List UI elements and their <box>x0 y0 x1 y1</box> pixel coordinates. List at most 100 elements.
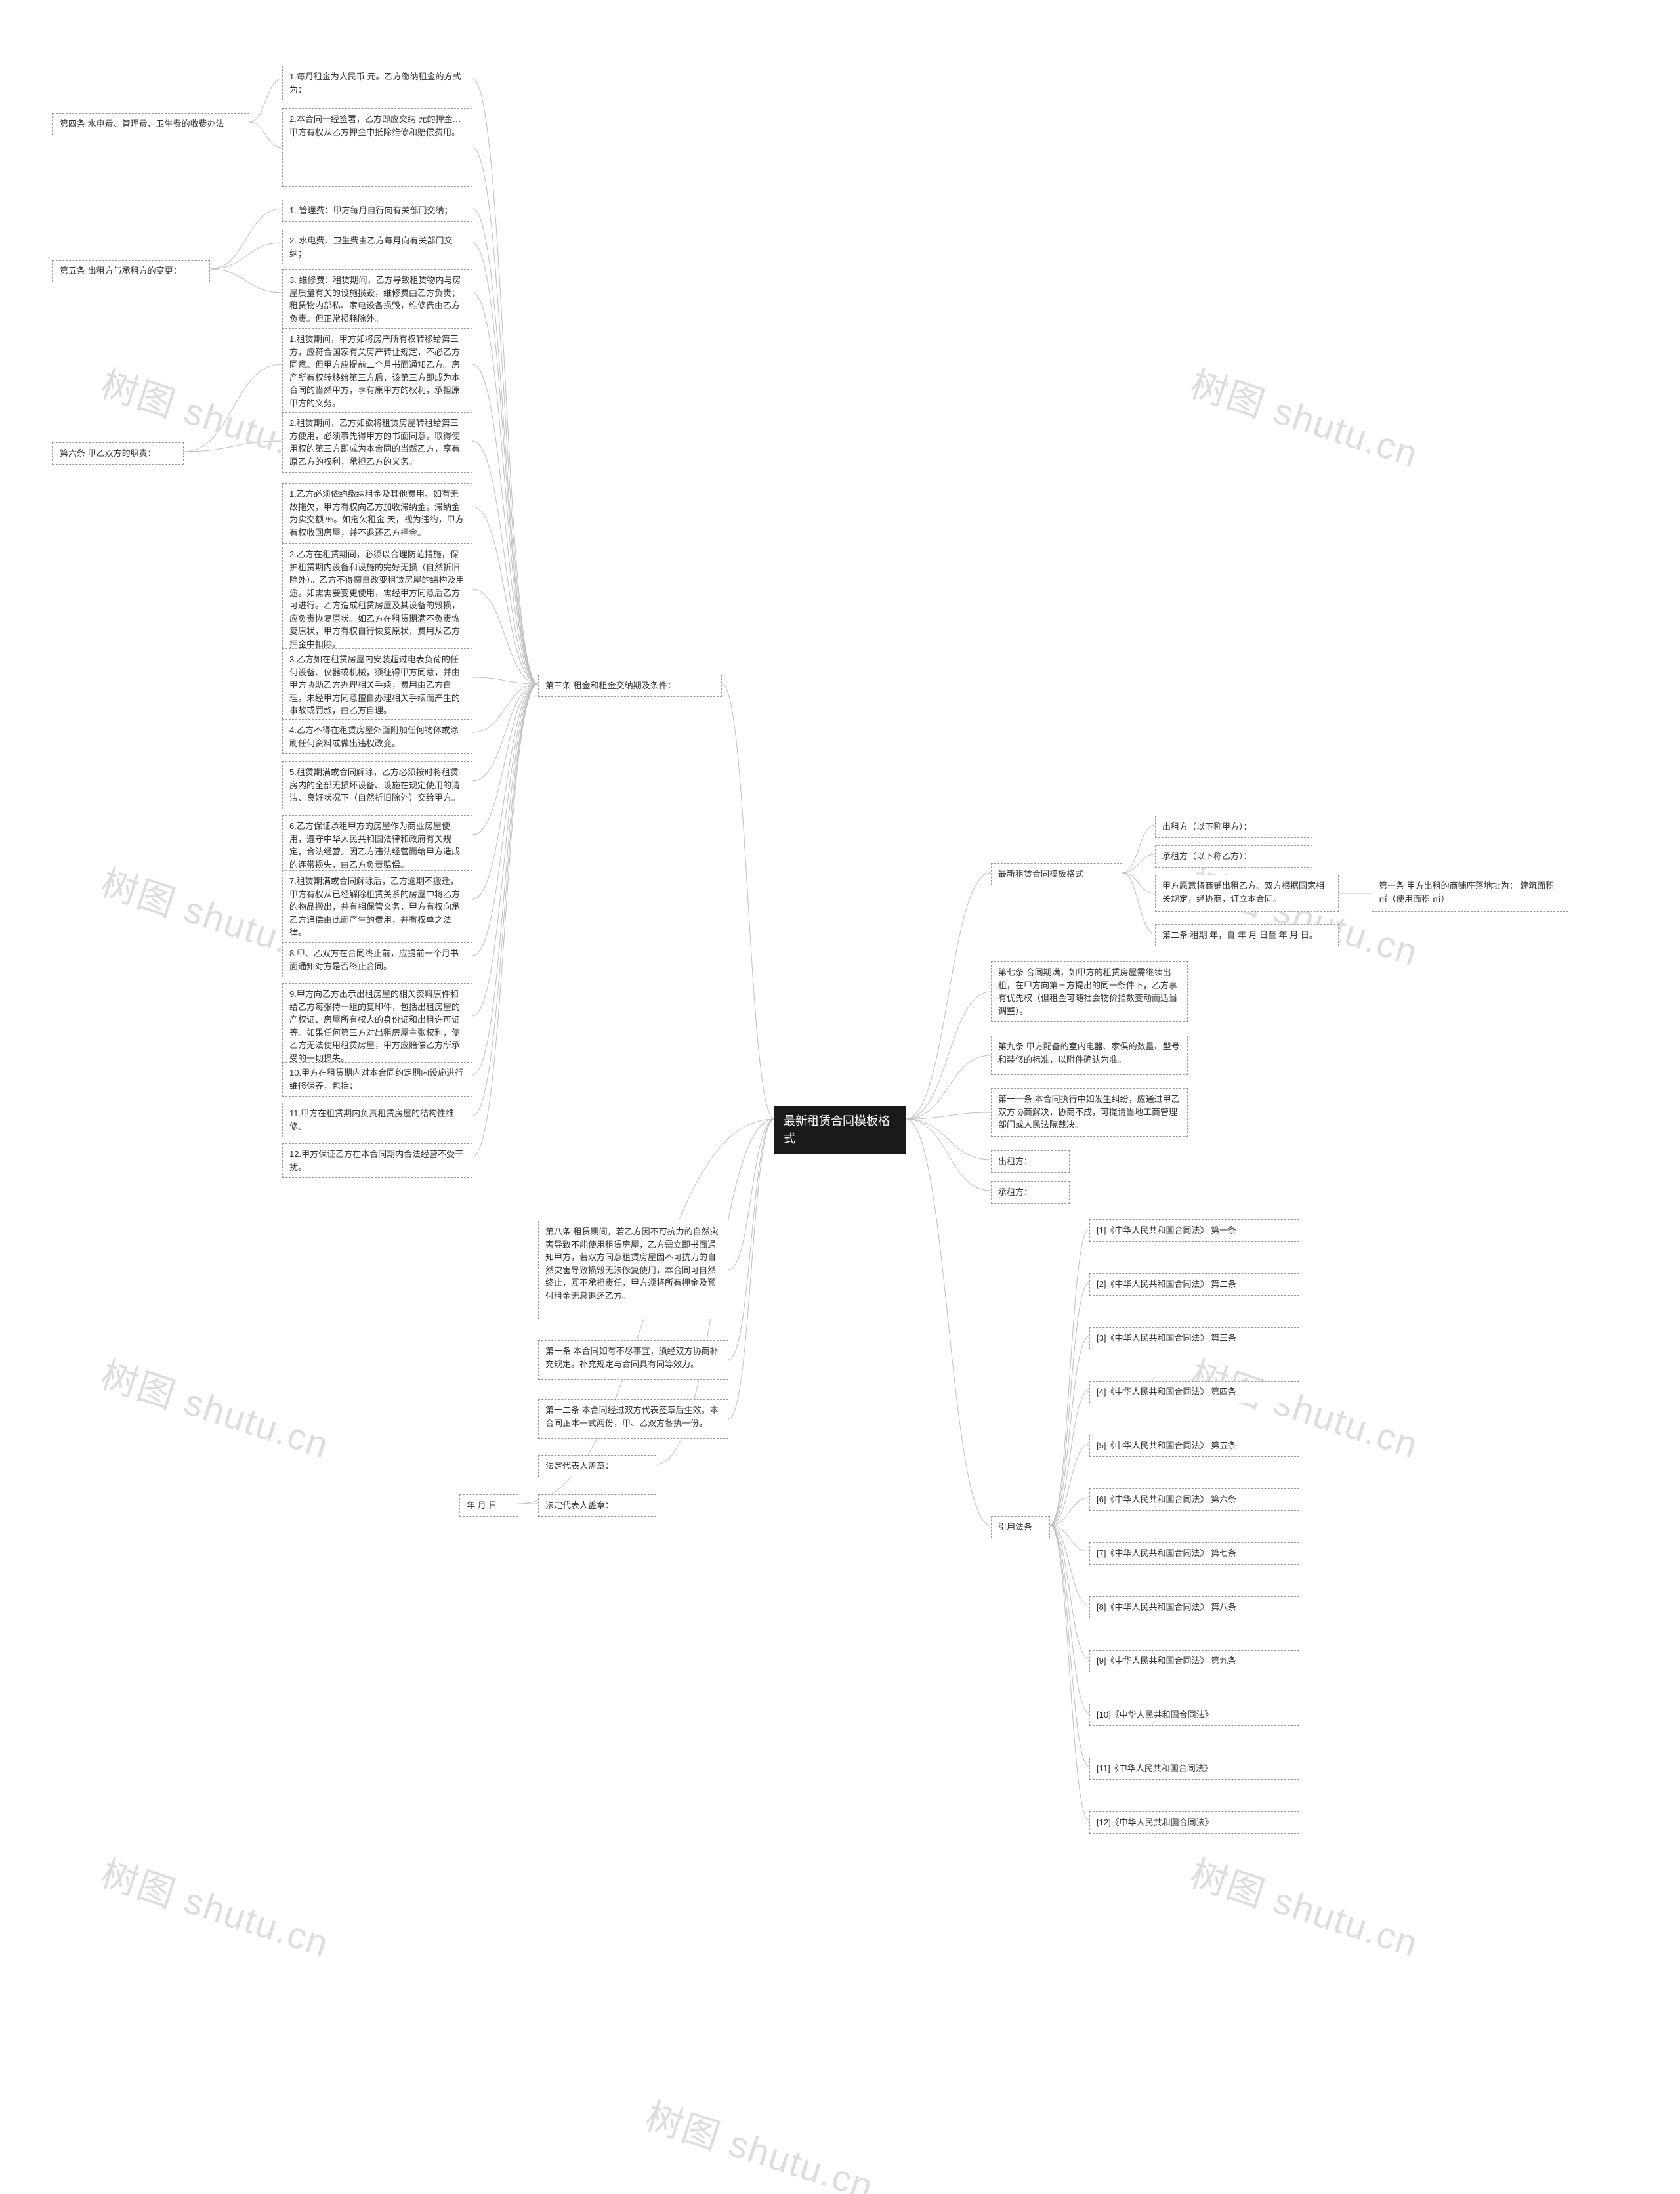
edge <box>722 684 774 1119</box>
mindmap-node: 1.每月租金为人民币 元。乙方缴纳租金的方式为： <box>282 66 472 100</box>
mindmap-node: 1.租赁期间，甲方如将房产所有权转移给第三方，应符合国家有关房产转让规定，不必乙… <box>282 328 472 414</box>
edge <box>1050 1525 1089 1551</box>
edge <box>1122 825 1155 873</box>
mindmap-node: 年 月 日 <box>459 1494 518 1517</box>
mindmap-node: 11.甲方在租赁期内负责租赁房屋的结构性维修。 <box>282 1103 472 1137</box>
mindmap-node: [5]《中华人民共和国合同法》 第五条 <box>1089 1435 1299 1457</box>
mindmap-node: 第十二条 本合同经过双方代表签章后生效。本合同正本一式两份，甲、乙双方各执一份。 <box>538 1399 728 1439</box>
mindmap-node: 5.租赁期满或合同解除，乙方必须按时将租赁房内的全部无损坏设备、设施在规定使用的… <box>282 761 472 809</box>
watermark: 树图 shutu.cn <box>1185 853 1427 977</box>
mindmap-node: 2.乙方在租赁期间，必须以合理防范措施，保护租赁期内设备和设施的完好无损（自然折… <box>282 543 472 655</box>
edge <box>472 684 538 1116</box>
mindmap-node: 第十一条 本合同执行中如发生纠纷，应通过甲乙双方协商解决，协商不成，可提请当地工… <box>991 1088 1188 1137</box>
mindmap-node: [10]《中华人民共和国合同法》 <box>1089 1704 1299 1726</box>
edge <box>1050 1336 1089 1525</box>
edge <box>1050 1229 1089 1525</box>
edge <box>906 873 991 1119</box>
mindmap-node: [8]《中华人民共和国合同法》 第八条 <box>1089 1596 1299 1618</box>
edge <box>210 243 282 269</box>
edge <box>906 1119 991 1191</box>
edge <box>1050 1282 1089 1525</box>
mindmap-node: 最新租赁合同模板格式 <box>991 863 1122 885</box>
edge <box>1050 1525 1089 1713</box>
edge <box>249 79 282 122</box>
edge <box>184 364 282 452</box>
mindmap-node: 第二条 租期 年，自 年 月 日至 年 月 日。 <box>1155 924 1339 946</box>
mindmap-node: 2. 水电费、卫生费由乙方每月向有关部门交纳； <box>282 230 472 264</box>
edge <box>472 684 538 1075</box>
mindmap-node: [4]《中华人民共和国合同法》 第四条 <box>1089 1381 1299 1403</box>
mindmap-node: 第五条 出租方与承租方的变更： <box>52 260 210 282</box>
mindmap-node: 出租方： <box>991 1150 1070 1173</box>
mindmap-node: [9]《中华人民共和国合同法》 第九条 <box>1089 1650 1299 1672</box>
mindmap-node: 承租方： <box>991 1181 1070 1204</box>
edge <box>1050 1525 1089 1605</box>
mindmap-node: 7.租赁期满或合同解除后，乙方逾期不搬迁，甲方有权从已经解除租赁关系的房屋中将乙… <box>282 870 472 944</box>
edge <box>1050 1525 1089 1821</box>
edge <box>472 684 538 781</box>
mindmap-node: [3]《中华人民共和国合同法》 第三条 <box>1089 1327 1299 1349</box>
edge <box>472 293 538 684</box>
mindmap-node: 1.乙方必须依约缴纳租金及其他费用。如有无故拖欠，甲方有权向乙方加收滞纳金。滞纳… <box>282 483 472 543</box>
mindmap-node: 8.甲、乙双方在合同终止前，应提前一个月书面通知对方是否终止合同。 <box>282 942 472 977</box>
edge <box>472 589 538 684</box>
edge <box>472 79 538 684</box>
edge <box>472 684 538 956</box>
edge <box>728 1119 774 1360</box>
edge <box>472 677 538 684</box>
mindmap-node: 出租方（以下称甲方）： <box>1155 816 1312 838</box>
mindmap-node: 12.甲方保证乙方在本合同期内合法经营不受干扰。 <box>282 1143 472 1178</box>
watermark: 树图 shutu.cn <box>640 2087 882 2194</box>
edge <box>184 441 282 452</box>
edge <box>472 148 538 684</box>
mindmap-node: 引用法条 <box>991 1516 1050 1538</box>
edge <box>472 684 538 899</box>
edge <box>472 684 538 835</box>
mindmap-node: 3. 维修费：租赁期间，乙方导致租赁物内与房屋质量有关的设施损毁，维修费由乙方负… <box>282 269 472 329</box>
edge <box>1122 873 1155 893</box>
edge <box>906 1055 991 1119</box>
edge <box>906 1119 991 1160</box>
edge <box>1050 1525 1089 1767</box>
mindmap-node: 第八条 租赁期间，若乙方因不可抗力的自然灾害导致不能使用租赁房屋，乙方需立即书面… <box>538 1221 728 1319</box>
mindmap-node: 第六条 甲乙双方的职责： <box>52 442 184 465</box>
edge <box>1050 1444 1089 1525</box>
edge <box>906 1112 991 1119</box>
edge <box>472 684 538 732</box>
mindmap-node: [6]《中华人民共和国合同法》 第六条 <box>1089 1488 1299 1511</box>
mindmap-node: 4.乙方不得在租赁房屋外面附加任何物体或涂刷任何资料或做出违权改变。 <box>282 719 472 754</box>
edge <box>210 209 282 269</box>
edge <box>906 1119 991 1525</box>
mindmap-node: 2.本合同一经签署，乙方即应交纳 元的押金… 甲方有权从乙方押金中抵除维修和赔偿… <box>282 108 472 187</box>
mindmap-node: 法定代表人盖章： <box>538 1455 656 1477</box>
edges-layer <box>0 0 1680 2194</box>
mindmap-node: 9.甲方向乙方出示出租房屋的相关资料原件和给乙方每张持一组的复印件，包括出租房屋… <box>282 983 472 1069</box>
mindmap-node: 第七条 合同期满，如甲方的租赁房屋需继续出租，在甲方向第三方提出的同一条件下，乙… <box>991 961 1188 1022</box>
edge <box>906 992 991 1119</box>
watermark: 树图 shutu.cn <box>95 1844 337 1968</box>
mindmap-node: 6.乙方保证承租甲方的房屋作为商业房屋使用，遵守中华人民共和国法律和政府有关规定… <box>282 815 472 875</box>
edge <box>210 269 282 293</box>
mindmap-node: 第三条 租金和租金交纳期及条件： <box>538 675 722 697</box>
mindmap-node: 第四条 水电费、管理费、卫生费的收费办法 <box>52 113 249 135</box>
watermark: 树图 shutu.cn <box>95 1345 337 1469</box>
edge <box>1122 873 1155 933</box>
mindmap-node: 第十条 本合同如有不尽事宜，须经双方协商补充规定。补充规定与合同具有同等效力。 <box>538 1340 728 1380</box>
root-node: 最新租赁合同模板格式 <box>774 1106 906 1154</box>
mindmap-node: 甲方愿意将商铺出租乙方。双方根据国家相关规定，经协商，订立本合同。 <box>1155 875 1339 912</box>
edge <box>1050 1498 1089 1525</box>
mindmap-node: [7]《中华人民共和国合同法》 第七条 <box>1089 1542 1299 1565</box>
mindmap-node: 法定代表人盖章： <box>538 1494 656 1517</box>
mindmap-node: 承租方（以下称乙方）： <box>1155 845 1312 868</box>
mindmap-node: [12]《中华人民共和国合同法》 <box>1089 1811 1299 1834</box>
mindmap-node: [1]《中华人民共和国合同法》 第一条 <box>1089 1219 1299 1242</box>
edge <box>472 684 538 1016</box>
edge <box>472 364 538 684</box>
mindmap-canvas: 树图 shutu.cn 树图 shutu.cn 树图 shutu.cn 树图 shut… <box>0 0 1680 2194</box>
edge <box>1050 1525 1089 1659</box>
edge <box>472 209 538 684</box>
mindmap-node: 第九条 甲方配备的室内电器、家俱的数量、型号和装修的标准，以附件确认为准。 <box>991 1036 1188 1075</box>
watermark: 树图 shutu.cn <box>1185 1844 1427 1968</box>
edge <box>472 441 538 684</box>
mindmap-node: 第一条 甲方出租的商铺座落地址为： 建筑面积 ㎡（使用面积 ㎡） <box>1372 875 1568 912</box>
